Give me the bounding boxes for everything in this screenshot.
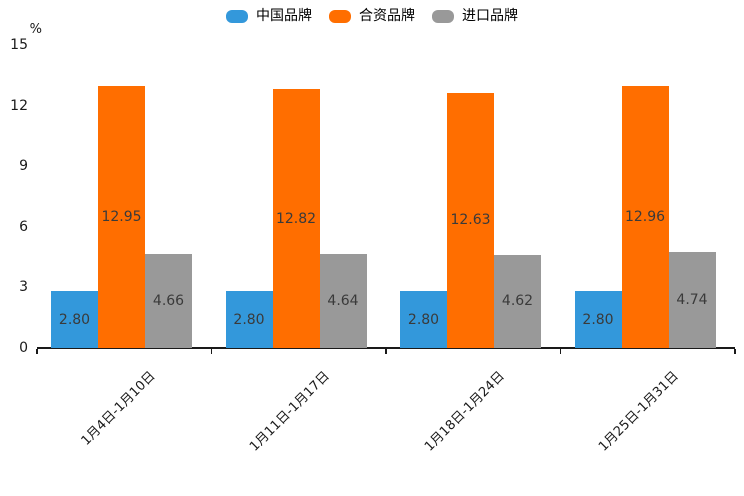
y-axis-tick-label: 6 (19, 218, 28, 235)
y-axis-tick-label: 0 (19, 340, 28, 356)
bar-value-label-import-brand-0: 4.66 (152, 292, 185, 309)
x-axis-tick-mark (559, 349, 562, 354)
legend-label-china-brand: 中国品牌 (256, 8, 312, 24)
x-axis-tick-mark (210, 349, 213, 354)
bar-joint-venture-brand-1 (272, 89, 320, 348)
bar-joint-venture-brand-0 (98, 86, 145, 348)
legend-item-joint-venture-brand: 合资品牌 (329, 8, 415, 24)
bar-value-label-china-brand-0: 2.80 (58, 311, 91, 328)
y-axis-tick-label: 12 (10, 97, 28, 114)
x-axis-line (37, 347, 735, 349)
bar-import-brand-3 (668, 252, 716, 348)
x-axis-category-label-0: 1月4日-1月10日 (78, 368, 159, 449)
legend-swatch-joint-venture-brand (329, 9, 351, 23)
bar-import-brand-1 (319, 254, 367, 348)
x-axis-tick-mark (734, 349, 736, 354)
legend-item-china-brand: 中国品牌 (226, 8, 312, 24)
bar-joint-venture-brand-2 (447, 92, 494, 348)
y-axis-tick-label: 3 (19, 279, 28, 296)
legend-label-import-brand: 进口品牌 (462, 8, 518, 24)
bar-china-brand-2 (400, 291, 447, 348)
y-axis-tick-label: 15 (10, 37, 28, 53)
x-axis-category-label-1: 1月11日-1月17日 (247, 368, 334, 455)
bar-joint-venture-brand-3 (621, 86, 669, 348)
bar-value-label-china-brand-3: 2.80 (582, 311, 614, 328)
bar-value-label-joint-venture-brand-0: 12.95 (101, 209, 142, 226)
x-axis-tick-mark (385, 349, 387, 354)
legend-swatch-import-brand (432, 9, 454, 23)
bar-value-label-joint-venture-brand-2: 12.63 (450, 212, 491, 229)
bar-import-brand-2 (494, 254, 541, 348)
legend-label-joint-venture-brand: 合资品牌 (359, 8, 415, 24)
bar-value-label-china-brand-2: 2.80 (407, 311, 440, 328)
bar-value-label-import-brand-2: 4.62 (501, 293, 534, 310)
bar-import-brand-0 (145, 253, 192, 348)
y-axis-tick-label: 9 (19, 158, 28, 175)
legend-item-import-brand: 进口品牌 (432, 8, 518, 24)
bar-value-label-china-brand-1: 2.80 (233, 311, 265, 328)
legend-swatch-china-brand (226, 9, 248, 23)
bar-value-label-import-brand-3: 4.74 (676, 292, 708, 309)
legend: 中国品牌 合资品牌 进口品牌 (0, 8, 744, 24)
bar-value-label-joint-venture-brand-3: 12.96 (624, 209, 666, 226)
x-axis-category-label-3: 1月25日-1月31日 (596, 368, 683, 455)
y-axis-unit-label: % (29, 22, 42, 37)
bar-china-brand-3 (574, 291, 622, 348)
bar-china-brand-0 (51, 291, 98, 348)
bar-china-brand-1 (225, 291, 273, 348)
x-axis-tick-mark (36, 349, 38, 354)
bar-value-label-joint-venture-brand-1: 12.82 (275, 210, 317, 227)
bar-value-label-import-brand-1: 4.64 (327, 293, 359, 310)
x-axis-category-label-2: 1月18日-1月24日 (421, 368, 508, 455)
